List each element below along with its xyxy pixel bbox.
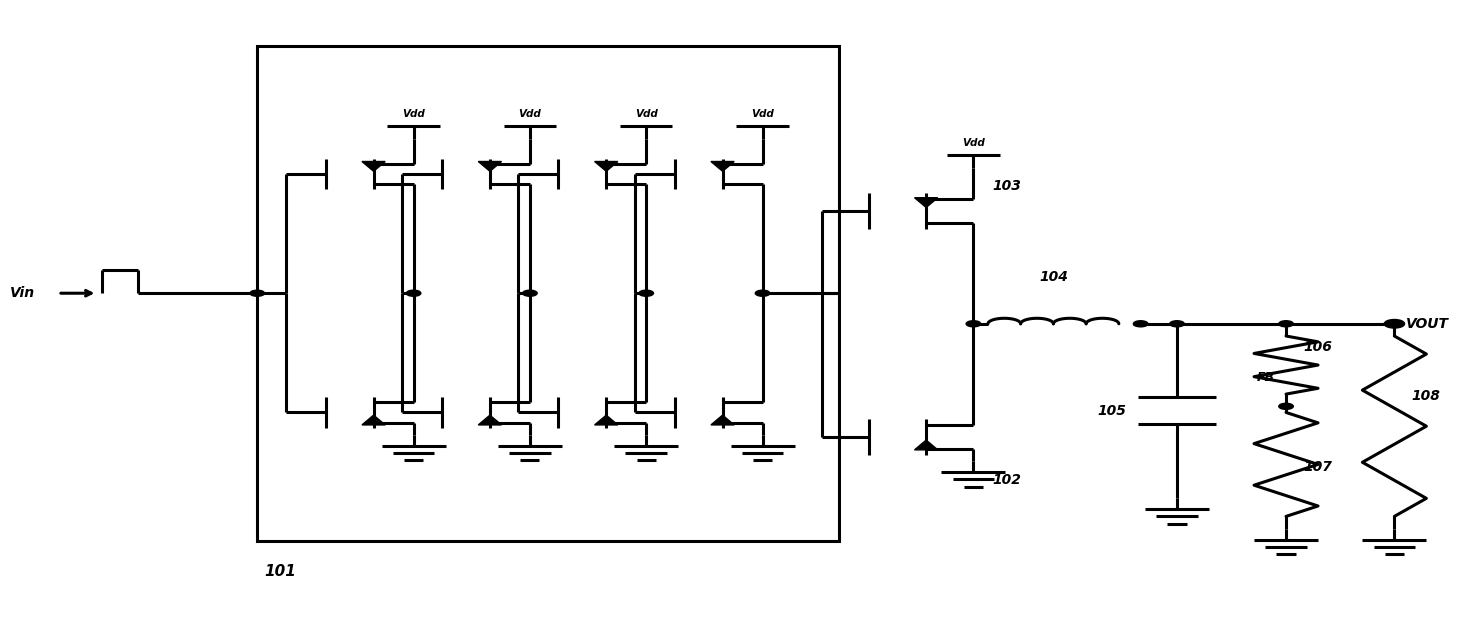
- Text: Vin: Vin: [10, 286, 35, 300]
- Polygon shape: [478, 162, 502, 172]
- Text: VOUT: VOUT: [1406, 317, 1448, 331]
- Circle shape: [755, 290, 770, 296]
- Polygon shape: [914, 440, 938, 450]
- Text: 102: 102: [992, 473, 1021, 487]
- Text: 103: 103: [992, 179, 1021, 193]
- Text: 101: 101: [265, 564, 297, 579]
- Polygon shape: [594, 415, 617, 425]
- Circle shape: [966, 321, 980, 327]
- Circle shape: [1387, 321, 1402, 327]
- Circle shape: [1134, 321, 1148, 327]
- Polygon shape: [711, 415, 734, 425]
- Circle shape: [639, 290, 654, 296]
- Polygon shape: [914, 197, 938, 207]
- Text: 105: 105: [1097, 404, 1127, 418]
- Circle shape: [1384, 320, 1404, 328]
- Text: Vdd: Vdd: [635, 109, 657, 119]
- Circle shape: [407, 290, 421, 296]
- Polygon shape: [361, 162, 385, 172]
- Circle shape: [250, 290, 265, 296]
- Text: 106: 106: [1304, 340, 1333, 354]
- Circle shape: [522, 290, 537, 296]
- Polygon shape: [594, 162, 617, 172]
- Text: 107: 107: [1304, 460, 1333, 474]
- Polygon shape: [478, 415, 502, 425]
- Circle shape: [1279, 321, 1293, 327]
- Circle shape: [1279, 404, 1293, 410]
- Text: FB: FB: [1257, 371, 1274, 384]
- Text: Vdd: Vdd: [518, 109, 541, 119]
- Circle shape: [1170, 321, 1184, 327]
- Text: 104: 104: [1039, 270, 1068, 284]
- Text: Vdd: Vdd: [963, 138, 985, 148]
- Bar: [257, 46, 838, 541]
- Polygon shape: [711, 162, 734, 172]
- Text: 108: 108: [1412, 389, 1441, 403]
- Polygon shape: [361, 415, 385, 425]
- Text: Vdd: Vdd: [402, 109, 424, 119]
- Text: Vdd: Vdd: [751, 109, 774, 119]
